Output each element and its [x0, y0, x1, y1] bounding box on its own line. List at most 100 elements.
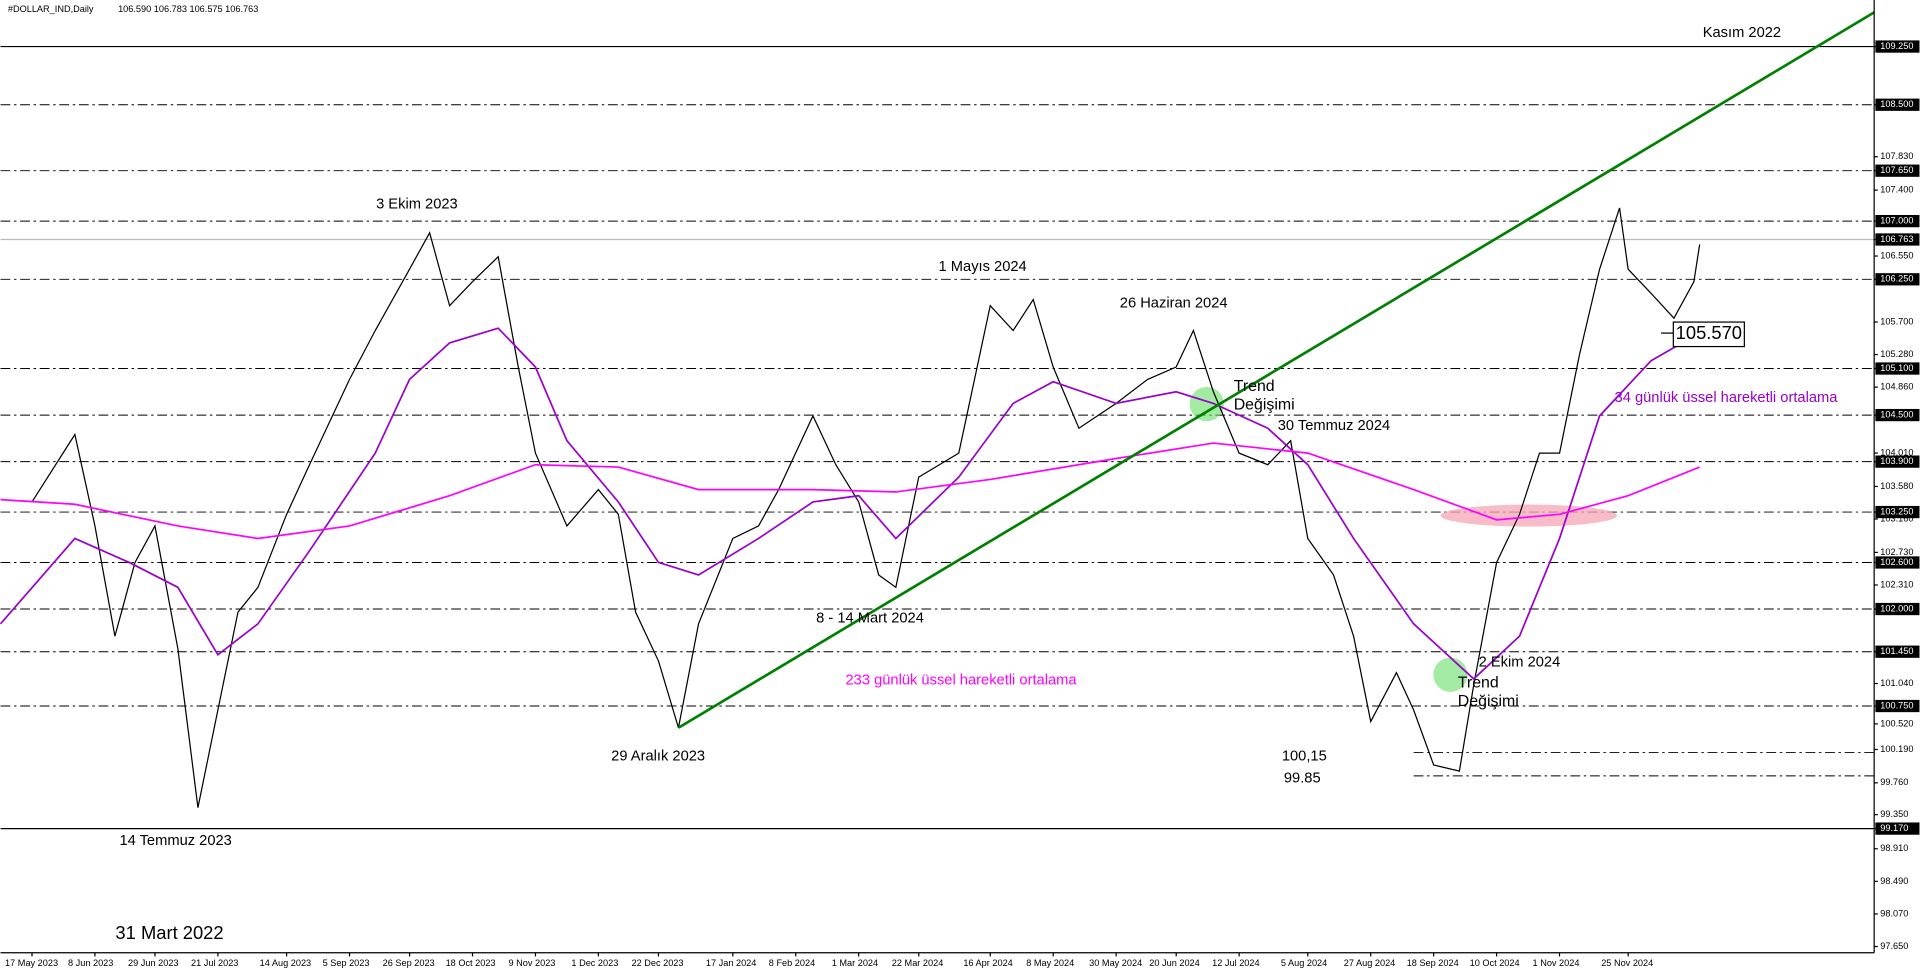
y-tick-label: 99.350 — [1880, 809, 1908, 819]
annotation: 8 - 14 Mart 2024 — [816, 610, 924, 626]
y-tick-highlight — [1875, 505, 1920, 519]
x-tick-label: 18 Sep 2024 — [1407, 958, 1459, 968]
y-tick-label: 99.170 — [1880, 823, 1908, 833]
y-tick-label: 104.860 — [1880, 382, 1913, 392]
y-tick-highlight — [1875, 822, 1920, 835]
y-tick-label: 107.400 — [1880, 185, 1913, 195]
x-tick-label: 16 Apr 2024 — [963, 958, 1012, 968]
y-tick-highlight — [1875, 602, 1920, 616]
annotation: 26 Haziran 2024 — [1120, 296, 1228, 312]
annotation: 100,15 — [1282, 749, 1327, 765]
y-tick-label: 101.450 — [1880, 646, 1913, 656]
y-tick-highlight — [1875, 699, 1920, 713]
y-tick-highlight — [1875, 233, 1920, 246]
x-tick-label: 8 May 2024 — [1026, 958, 1074, 968]
y-tick-label: 107.830 — [1880, 151, 1913, 161]
y-tick-label: 107.000 — [1880, 216, 1913, 226]
annotation: Trend — [1458, 675, 1499, 692]
y-tick-label: 102.600 — [1880, 557, 1913, 567]
y-tick-label: 99.760 — [1880, 777, 1908, 787]
y-tick-label: 106.763 — [1880, 234, 1913, 244]
y-tick-label: 105.700 — [1880, 316, 1913, 326]
x-tick-label: 17 Jan 2024 — [706, 958, 757, 968]
x-tick-label: 9 Nov 2023 — [509, 958, 556, 968]
y-tick-label: 97.650 — [1880, 941, 1908, 951]
annotation: 2 Ekim 2024 — [1479, 654, 1561, 670]
y-tick-label: 105.100 — [1880, 363, 1913, 373]
series-line — [31, 207, 1701, 808]
x-tick-label: 5 Sep 2023 — [323, 958, 370, 968]
annotation: 14 Temmuz 2023 — [119, 833, 231, 849]
annotation: Değişimi — [1234, 397, 1295, 414]
series-line — [0, 327, 1701, 681]
x-tick-label: 1 Nov 2024 — [1533, 958, 1580, 968]
series-label: 233 günlük üssel hareketli ortalama — [846, 673, 1078, 689]
x-tick-label: 27 Aug 2024 — [1344, 958, 1396, 968]
x-tick-label: 1 Dec 2023 — [571, 958, 618, 968]
y-tick-highlight — [1875, 273, 1920, 286]
y-tick-label: 98.490 — [1880, 876, 1908, 886]
y-tick-label: 102.730 — [1880, 547, 1913, 557]
annotation: Kasım 2022 — [1703, 25, 1781, 41]
y-tick-label: 100.520 — [1880, 718, 1913, 728]
x-tick-label: 20 Jun 2024 — [1149, 958, 1200, 968]
y-tick-highlight — [1875, 455, 1920, 468]
annotation: Trend — [1234, 378, 1275, 395]
y-tick-label: 102.000 — [1880, 603, 1913, 613]
annotation: 29 Aralık 2023 — [611, 749, 705, 765]
y-tick-label: 107.650 — [1880, 165, 1913, 175]
y-tick-label: 98.070 — [1880, 908, 1908, 918]
y-tick-label: 104.010 — [1880, 448, 1913, 458]
header-symbol: #DOLLAR_IND,Daily — [8, 4, 94, 14]
y-tick-label: 98.910 — [1880, 843, 1908, 853]
annotation: 105.570 — [1676, 322, 1742, 343]
y-tick-highlight — [1875, 98, 1920, 111]
x-tick-label: 5 Aug 2024 — [1281, 958, 1327, 968]
y-tick-highlight — [1875, 164, 1920, 177]
x-tick-label: 22 Mar 2024 — [892, 958, 944, 968]
y-tick-label: 106.250 — [1880, 274, 1913, 284]
y-tick-highlight — [1875, 362, 1920, 375]
x-tick-label: 26 Sep 2023 — [383, 958, 435, 968]
y-tick-highlight — [1875, 556, 1920, 569]
y-tick-label: 100.750 — [1880, 700, 1913, 710]
y-tick-label: 103.160 — [1880, 513, 1913, 523]
y-tick-label: 106.550 — [1880, 250, 1913, 260]
y-tick-label: 105.280 — [1880, 349, 1913, 359]
annotation: 31 Mart 2022 — [115, 922, 223, 943]
y-tick-label: 103.900 — [1880, 456, 1913, 466]
x-tick-label: 22 Dec 2023 — [632, 958, 684, 968]
y-tick-label: 101.040 — [1880, 678, 1913, 688]
x-tick-label: 18 Oct 2023 — [446, 958, 496, 968]
series-line — [0, 442, 1700, 540]
value-box — [1672, 321, 1745, 348]
series-label: 34 günlük üssel hareketli ortalama — [1615, 390, 1839, 406]
y-tick-label: 103.250 — [1880, 506, 1913, 516]
annotation: 1 Mayıs 2024 — [939, 259, 1027, 275]
annotation: 30 Temmuz 2024 — [1278, 418, 1390, 434]
y-tick-label: 104.500 — [1880, 409, 1913, 419]
x-tick-label: 17 May 2023 — [5, 958, 58, 968]
y-tick-highlight — [1875, 214, 1920, 228]
x-tick-label: 29 Jun 2023 — [128, 958, 178, 968]
x-tick-label: 21 Jul 2023 — [191, 958, 238, 968]
x-tick-label: 12 Jul 2024 — [1212, 958, 1259, 968]
y-tick-label: 103.580 — [1880, 481, 1913, 491]
header-quote: 106.590 106.783 106.575 106.763 — [118, 4, 258, 14]
y-tick-label: 100.190 — [1880, 744, 1913, 754]
y-tick-highlight — [1875, 40, 1920, 53]
series-line — [677, 11, 1875, 729]
x-tick-label: 10 Oct 2024 — [1470, 958, 1520, 968]
y-tick-label: 102.310 — [1880, 579, 1913, 589]
x-tick-label: 8 Jun 2023 — [68, 958, 113, 968]
annotation: Değişimi — [1458, 693, 1519, 710]
y-tick-label: 109.250 — [1880, 41, 1913, 51]
y-tick-label: 108.500 — [1880, 99, 1913, 109]
x-tick-label: 8 Feb 2024 — [769, 958, 815, 968]
annotation: 3 Ekim 2023 — [376, 196, 458, 212]
highlight-ellipse — [1440, 504, 1617, 527]
x-tick-label: 14 Aug 2023 — [260, 958, 312, 968]
annotation: 99.85 — [1284, 771, 1321, 787]
